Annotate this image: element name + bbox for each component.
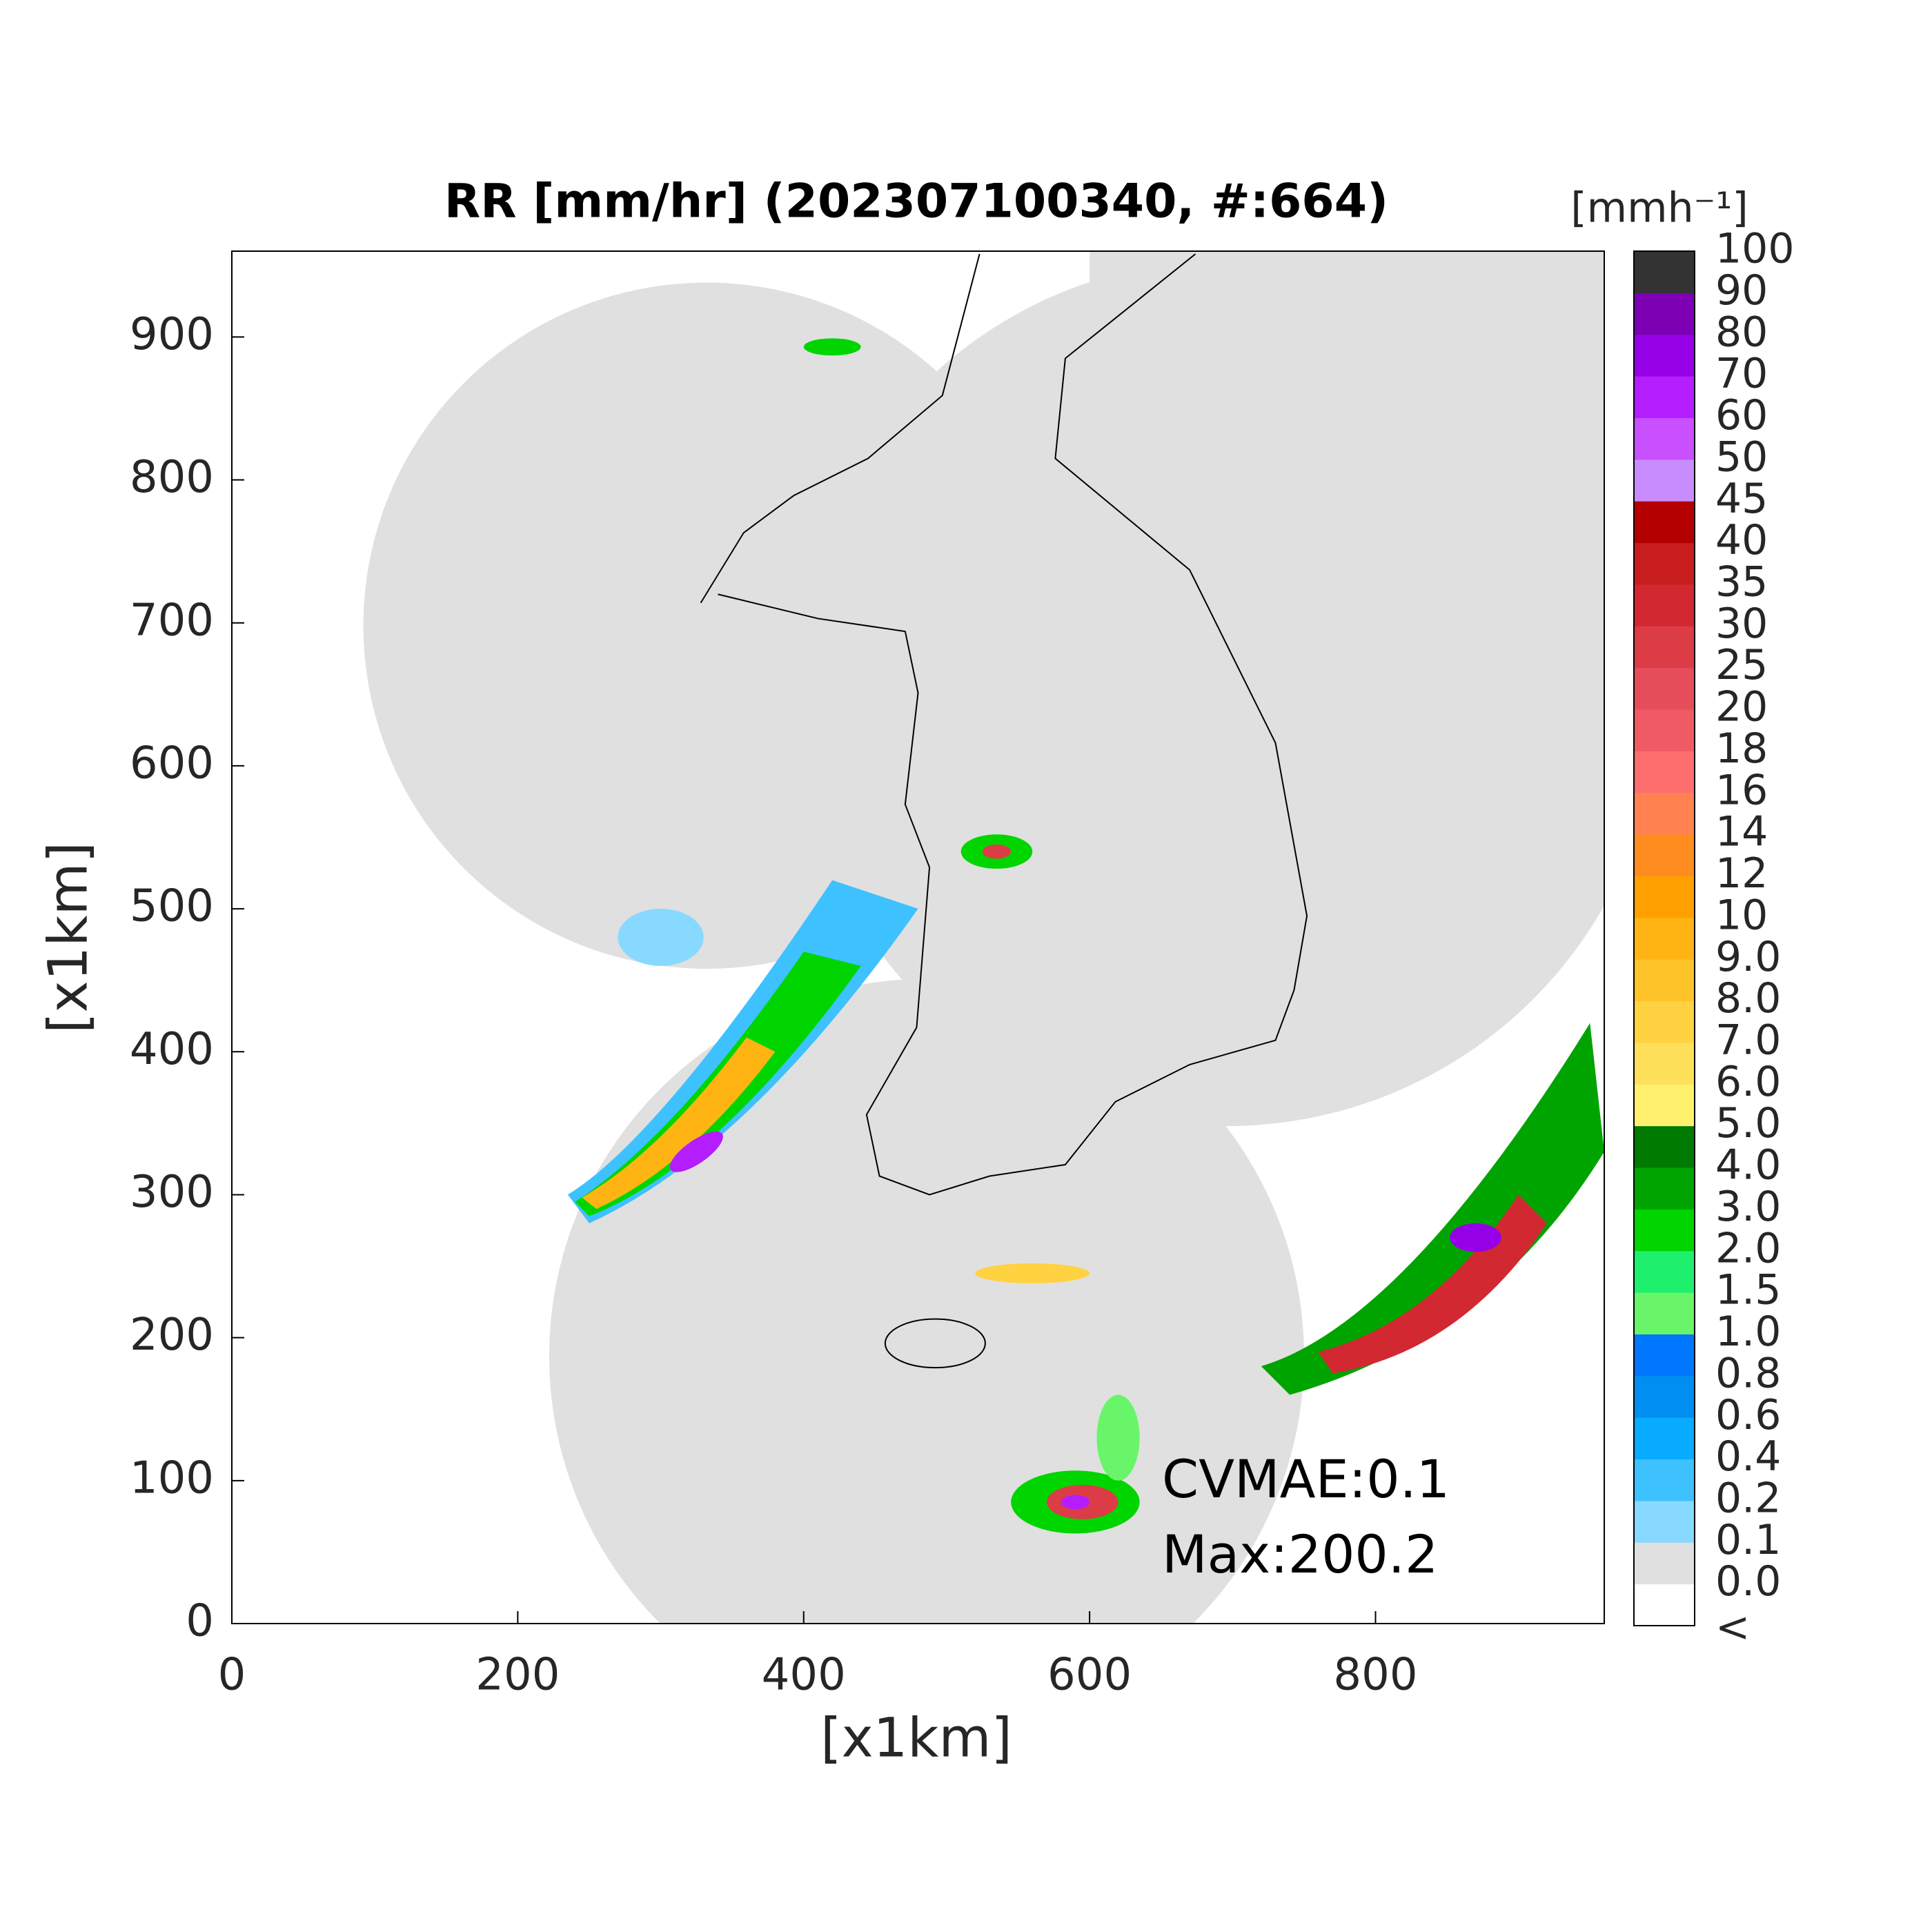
colorbar-tick-label: 9.0 <box>1715 933 1781 981</box>
y-tick-label: 700 <box>130 595 214 646</box>
colorbar-bin <box>1634 1209 1695 1252</box>
colorbar-tick-label: 1.5 <box>1715 1266 1781 1314</box>
colorbar-tick-label: 7.0 <box>1715 1016 1781 1065</box>
x-tick-label: 400 <box>762 1650 846 1701</box>
colorbar-bin <box>1634 1375 1695 1418</box>
colorbar-tick-label: 1.0 <box>1715 1308 1781 1356</box>
colorbar-bin <box>1634 1084 1695 1127</box>
colorbar-tick-label: 6.0 <box>1715 1058 1781 1106</box>
x-tick-label: 600 <box>1047 1650 1132 1701</box>
colorbar-bin <box>1634 376 1695 418</box>
colorbar-bin <box>1634 459 1695 502</box>
colorbar-frame <box>1633 250 1695 1626</box>
radar-coverage <box>363 251 1604 1624</box>
colorbar-tick-label: 40 <box>1715 516 1768 564</box>
colorbar-bin <box>1634 1167 1695 1210</box>
axes-frame <box>231 250 1605 1624</box>
colorbar-tick-label: 0.6 <box>1715 1391 1781 1439</box>
y-tick-label: 0 <box>186 1596 214 1647</box>
colorbar-bin <box>1634 1250 1695 1293</box>
colorbar-bin <box>1634 917 1695 960</box>
colorbar-tick-label: 50 <box>1715 433 1768 481</box>
colorbar-bin <box>1634 584 1695 627</box>
chart-title: RR [mm/hr] (202307100340, #:664) <box>444 175 1388 229</box>
colorbar-tick-label: 10 <box>1715 891 1768 939</box>
annotation: Max:200.2 <box>1162 1524 1438 1585</box>
colorbar-tick-label: 8.0 <box>1715 974 1781 1023</box>
y-tick-label: 800 <box>130 452 214 503</box>
colorbar-bin <box>1634 1292 1695 1334</box>
colorbar-bin <box>1634 1459 1695 1501</box>
colorbar-tick-label: 5.0 <box>1715 1099 1781 1147</box>
annotation: CVMAE:0.1 <box>1162 1448 1450 1510</box>
x-tick-label: 0 <box>218 1650 246 1701</box>
colorbar-bin <box>1634 1042 1695 1085</box>
colorbar-bin <box>1634 1000 1695 1043</box>
colorbar-bin <box>1634 417 1695 460</box>
colorbar-bin <box>1634 626 1695 669</box>
y-tick-label: 200 <box>130 1310 214 1361</box>
colorbar-tick-label: 0.0 <box>1715 1557 1781 1606</box>
colorbar-bin <box>1634 792 1695 835</box>
colorbar-tick-label: 4.0 <box>1715 1141 1781 1190</box>
colorbar-bin <box>1634 334 1695 377</box>
colorbar-tick-label: 14 <box>1715 808 1768 856</box>
colorbar-tick-label: 30 <box>1715 600 1768 648</box>
colorbar-bin <box>1634 542 1695 585</box>
coastline <box>701 254 1307 1368</box>
colorbar-bin <box>1634 667 1695 710</box>
colorbar-tick-label: 2.0 <box>1715 1224 1781 1272</box>
colorbar-tick-label: 70 <box>1715 350 1768 398</box>
colorbar-bin <box>1634 959 1695 1002</box>
x-tick-label: 200 <box>475 1650 560 1701</box>
colorbar-bin <box>1634 1542 1695 1585</box>
precipitation <box>567 338 1604 1534</box>
x-tick-label: 800 <box>1333 1650 1417 1701</box>
y-tick-label: 500 <box>130 881 214 932</box>
colorbar-label: [mmh⁻¹] <box>1570 184 1748 233</box>
colorbar-bin <box>1634 751 1695 793</box>
colorbar-under <box>1634 1584 1695 1626</box>
y-tick-label: 100 <box>130 1452 214 1504</box>
y-tick-label: 900 <box>130 309 214 360</box>
y-tick-label: 600 <box>130 738 214 789</box>
colorbar-tick-label: 18 <box>1715 724 1768 773</box>
colorbar-tick-label: 20 <box>1715 683 1768 731</box>
y-tick-label: 300 <box>130 1167 214 1218</box>
colorbar-tick-label: 45 <box>1715 475 1768 523</box>
colorbar-tick-label: 100 <box>1715 225 1795 273</box>
colorbar-tick-label: 90 <box>1715 266 1768 315</box>
colorbar-bin <box>1634 1125 1695 1168</box>
colorbar-tick-label: 0.1 <box>1715 1516 1781 1564</box>
colorbar-bin <box>1634 709 1695 751</box>
colorbar-tick-label: 60 <box>1715 391 1768 440</box>
colorbar-bin <box>1634 1500 1695 1543</box>
colorbar-bin <box>1634 1334 1695 1377</box>
colorbar-tick-label: 12 <box>1715 849 1768 898</box>
colorbar-bin <box>1634 1417 1695 1460</box>
colorbar-tick-label: 25 <box>1715 641 1768 689</box>
x-axis-label: [x1km] <box>820 1707 1012 1769</box>
colorbar-bin <box>1634 293 1695 335</box>
colorbar-tick-label: 35 <box>1715 558 1768 607</box>
radar-field <box>363 251 1604 1624</box>
colorbar-tick-label: 3.0 <box>1715 1183 1781 1231</box>
colorbar-bin <box>1634 834 1695 876</box>
colorbar-bin <box>1634 251 1695 293</box>
colorbar-tick-label: 80 <box>1715 308 1768 356</box>
y-tick-label: 400 <box>130 1024 214 1075</box>
colorbar-bin <box>1634 501 1695 544</box>
y-axis-label: [x1km] <box>37 842 99 1034</box>
colorbar-tick-label: 0.8 <box>1715 1349 1781 1397</box>
colorbar-tick-label: 0.4 <box>1715 1432 1781 1481</box>
colorbar-under-label: < <box>1715 1604 1750 1652</box>
colorbar-bin <box>1634 876 1695 918</box>
colorbar-tick-label: 16 <box>1715 766 1768 814</box>
colorbar-tick-label: 0.2 <box>1715 1475 1781 1523</box>
